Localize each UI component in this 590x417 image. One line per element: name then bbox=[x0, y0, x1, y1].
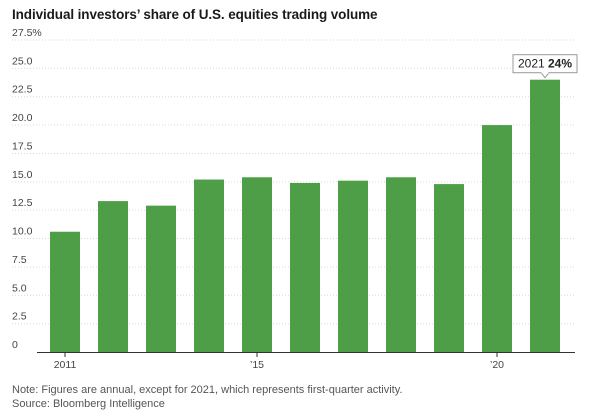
y-tick-label: 15.0 bbox=[12, 169, 33, 181]
x-tick-label: 2011 bbox=[54, 359, 77, 371]
bar-2016 bbox=[290, 182, 320, 352]
y-tick-label: 2.5 bbox=[12, 311, 27, 323]
bar-2017 bbox=[338, 180, 368, 352]
y-tick-label: 25.0 bbox=[12, 55, 33, 67]
annotation-label: 2021 24% bbox=[518, 57, 572, 71]
y-tick-label: 12.5 bbox=[12, 197, 33, 209]
chart-source: Source: Bloomberg Intelligence bbox=[12, 398, 165, 410]
bar-2013 bbox=[146, 205, 176, 352]
x-tick-label: ’20 bbox=[490, 359, 504, 371]
bar-2015 bbox=[242, 177, 272, 352]
y-tick-label: 17.5 bbox=[12, 140, 33, 152]
bar-chart: 0 2.5 5.0 7.5 10.0 12.5 15.0 17.5 20.0 22.5 25.0 27… bbox=[12, 27, 578, 371]
bar-2021 bbox=[530, 79, 560, 352]
bar-2014 bbox=[194, 179, 224, 352]
y-tick-label: 27.5% bbox=[12, 27, 42, 39]
x-tick-label: ’15 bbox=[250, 359, 264, 371]
chart-title: Individual investors’ share of U.S. equi… bbox=[12, 7, 378, 22]
y-tick-label: 22.5 bbox=[12, 84, 33, 96]
bar-2019 bbox=[434, 184, 464, 352]
y-axis-labels: 0 2.5 5.0 7.5 10.0 12.5 15.0 17.5 20.0 22.5 25.0 27… bbox=[12, 27, 42, 351]
annotation-pointer bbox=[540, 72, 550, 79]
bar-2011 bbox=[50, 231, 80, 352]
x-axis-labels: 2011 ’15 ’20 bbox=[54, 352, 504, 371]
y-tick-label: 10.0 bbox=[12, 226, 33, 238]
y-tick-label: 7.5 bbox=[12, 254, 27, 266]
bar-2020 bbox=[482, 125, 512, 352]
value-annotation: 2021 24% bbox=[512, 54, 578, 79]
chart-note: Note: Figures are annual, except for 202… bbox=[12, 384, 403, 396]
y-tick-label: 0 bbox=[12, 339, 18, 351]
y-tick-label: 20.0 bbox=[12, 112, 33, 124]
bar-2018 bbox=[386, 177, 416, 352]
y-tick-label: 5.0 bbox=[12, 282, 27, 294]
annotation-value: 24% bbox=[548, 57, 572, 71]
annotation-year: 2021 bbox=[518, 57, 548, 71]
bars bbox=[50, 79, 560, 352]
bar-2012 bbox=[98, 201, 128, 352]
